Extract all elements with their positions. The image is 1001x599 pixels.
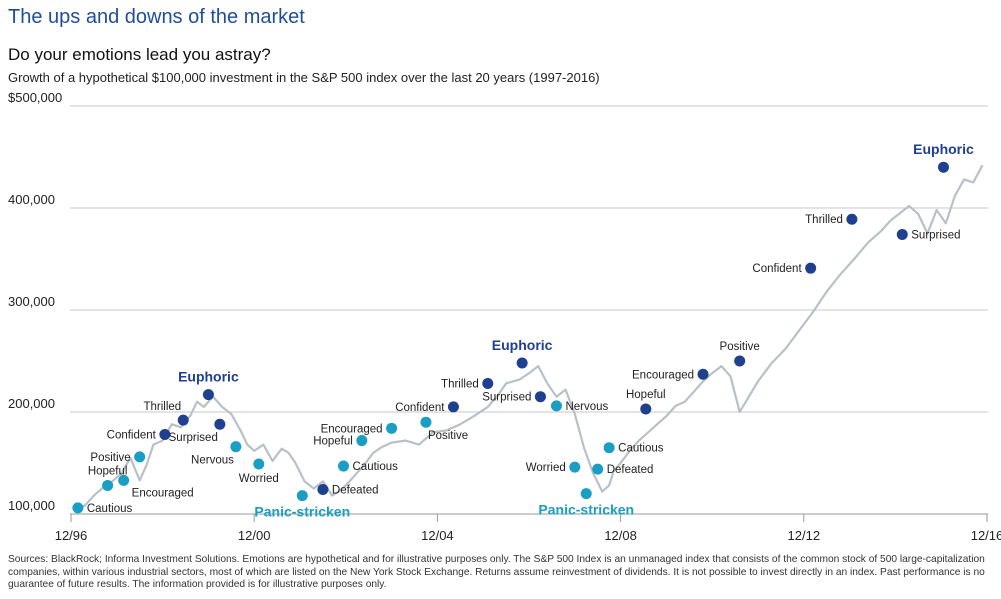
series-layer xyxy=(75,164,984,510)
annotation-label: Defeated xyxy=(332,485,379,497)
y-tick-label: 200,000 xyxy=(8,396,55,411)
annotation-label: Encouraged xyxy=(321,423,383,435)
annotation-label: Panic-stricken xyxy=(254,504,350,520)
x-tick-label: 12/12 xyxy=(788,528,821,543)
grid-layer xyxy=(70,105,988,515)
annotation-label: Surprised xyxy=(482,392,531,404)
annotation-label: Euphoric xyxy=(178,369,239,385)
axis-layer: $500,000 400,000 300,000 200,000 100,00012/9… xyxy=(8,90,1001,543)
annotation-marker xyxy=(230,441,242,453)
annotation-marker xyxy=(202,389,214,401)
annotation-label: Positive xyxy=(428,430,468,442)
annotation-label: Hopeful xyxy=(313,436,353,448)
annotation-label: Positive xyxy=(720,341,760,353)
annotation-marker xyxy=(134,451,146,463)
annotation-label: Hopeful xyxy=(88,465,128,477)
annotation-marker xyxy=(603,442,615,454)
annotation-marker xyxy=(640,403,652,415)
y-tick-label: 400,000 xyxy=(8,192,55,207)
line-chart: $500,000 400,000 300,000 200,000 100,00012/9… xyxy=(8,90,1001,543)
annotation-label: Panic-stricken xyxy=(538,502,634,518)
annotation-marker xyxy=(253,458,265,470)
annotation-marker xyxy=(118,474,130,486)
y-tick-label: 100,000 xyxy=(8,498,55,513)
annotation-label: Defeated xyxy=(607,464,654,476)
annotation-label: Cautious xyxy=(618,443,664,455)
annotation-label: Cautious xyxy=(87,503,133,515)
annotation-marker xyxy=(102,479,114,491)
annotation-marker xyxy=(447,401,459,413)
annotation-label: Thrilled xyxy=(805,214,843,226)
annotation-marker xyxy=(569,461,581,473)
annotation-marker xyxy=(550,400,562,412)
x-tick-label: 12/96 xyxy=(55,528,88,543)
y-tick-label: $500,000 xyxy=(8,90,62,105)
annotation-marker xyxy=(296,490,308,502)
chart-description: Growth of a hypothetical $100,000 invest… xyxy=(8,70,600,85)
x-tick-label: 12/04 xyxy=(421,528,454,543)
annotation-label: Encouraged xyxy=(132,487,194,499)
annotation-marker xyxy=(805,262,817,274)
annotation-marker xyxy=(72,502,84,514)
chart-title: The ups and downs of the market xyxy=(8,6,305,28)
x-tick-label: 12/16 xyxy=(971,528,1001,543)
y-tick-label: 300,000 xyxy=(8,294,55,309)
annotation-label: Nervous xyxy=(565,401,608,413)
annotation-label: Surprised xyxy=(911,230,960,242)
annotation-label: Thrilled xyxy=(441,378,479,390)
annotation-label: Confident xyxy=(752,263,802,275)
footnote: Sources: BlackRock; Informa Investment S… xyxy=(8,554,985,590)
annotation-marker xyxy=(516,357,528,369)
annotation-marker xyxy=(697,368,709,380)
annotation-label: Euphoric xyxy=(492,337,553,353)
x-tick-label: 12/08 xyxy=(604,528,637,543)
annotation-marker xyxy=(592,463,604,475)
annotation-marker xyxy=(937,161,949,173)
annotation-label: Worried xyxy=(239,473,279,485)
annotation-marker xyxy=(177,414,189,426)
annotation-label: Thrilled xyxy=(143,401,181,413)
annotation-label: Euphoric xyxy=(913,141,974,157)
annotation-label: Cautious xyxy=(353,461,399,473)
annotation-label: Nervous xyxy=(191,455,234,467)
annotation-marker xyxy=(420,416,432,428)
annotation-layer: CautiousHopefulPositiveEncouragedConfide… xyxy=(72,141,974,520)
annotation-marker xyxy=(317,484,329,496)
series-line xyxy=(75,164,984,510)
annotation-label: Positive xyxy=(90,452,130,464)
annotation-marker xyxy=(846,213,858,225)
x-tick-label: 12/00 xyxy=(238,528,271,543)
annotation-label: Surprised xyxy=(169,432,218,444)
annotation-marker xyxy=(338,460,350,472)
annotation-marker xyxy=(482,377,494,389)
annotation-label: Worried xyxy=(526,462,566,474)
annotation-label: Confident xyxy=(107,429,157,441)
annotation-marker xyxy=(159,428,171,440)
annotation-marker xyxy=(896,229,908,241)
chart-subtitle: Do your emotions lead you astray? xyxy=(8,45,271,64)
annotation-marker xyxy=(534,391,546,403)
annotation-label: Hopeful xyxy=(626,389,666,401)
annotation-marker xyxy=(734,355,746,367)
annotation-marker xyxy=(580,488,592,500)
annotation-label: Confident xyxy=(395,402,445,414)
annotation-marker xyxy=(386,422,398,434)
annotation-marker xyxy=(356,435,368,447)
annotation-marker xyxy=(214,418,226,430)
annotation-label: Encouraged xyxy=(632,369,694,381)
